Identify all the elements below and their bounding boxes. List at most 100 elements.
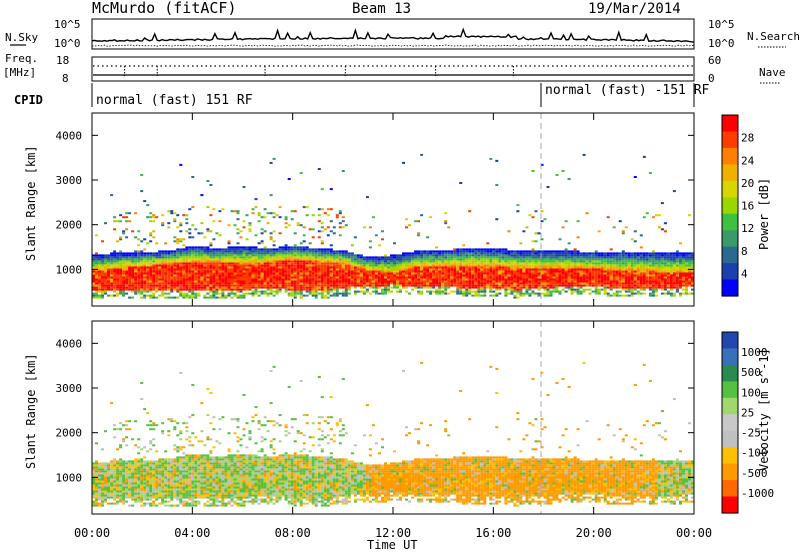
power-cell: [254, 198, 258, 201]
power-cell: [194, 256, 198, 259]
power-cell: [531, 286, 535, 289]
power-cell: [194, 272, 198, 275]
power-cell: [173, 236, 177, 239]
power-cell: [215, 296, 219, 299]
power-cell: [495, 278, 499, 281]
power-cell: [420, 292, 424, 295]
power-cell: [314, 276, 318, 279]
power-cell: [308, 258, 312, 261]
colorbar-swatch-3: [722, 147, 738, 165]
power-cell: [645, 278, 649, 281]
power-cell: [685, 270, 688, 273]
power-cell: [561, 272, 565, 275]
power-cell: [540, 210, 544, 213]
power-cell: [347, 278, 351, 281]
power-cell: [275, 272, 279, 275]
power-cell: [691, 282, 694, 285]
power-cell: [113, 258, 117, 261]
power-cell: [459, 258, 463, 261]
power-cell: [534, 292, 538, 295]
power-cell: [522, 266, 526, 269]
power-cell: [648, 260, 652, 263]
power-cell: [492, 280, 496, 283]
power-cell: [233, 264, 237, 267]
power-cell: [570, 258, 574, 261]
velocity-cell: [95, 478, 98, 481]
power-cell: [206, 262, 210, 265]
power-cell: [92, 276, 95, 279]
power-cell: [531, 260, 535, 263]
velocity-cell: [95, 468, 98, 471]
power-cell: [657, 286, 661, 289]
power-cell: [498, 286, 502, 289]
power-cell: [682, 278, 685, 281]
power-cell: [426, 272, 430, 275]
power-cell: [387, 278, 390, 281]
velocity-cell: [98, 486, 101, 489]
power-cell: [405, 226, 408, 229]
power-cell: [326, 248, 330, 251]
power-cell: [248, 276, 252, 279]
power-cell: [420, 276, 424, 279]
power-cell: [317, 168, 321, 170]
power-cell: [305, 246, 309, 249]
colorbar-tick-1: 28: [741, 132, 754, 145]
power-cell: [657, 214, 661, 217]
power-cell: [311, 264, 315, 267]
power-cell: [296, 276, 300, 279]
velocity-cell: [98, 490, 101, 493]
power-cell: [239, 280, 243, 283]
power-cell: [468, 266, 472, 269]
power-cell: [381, 270, 384, 273]
power-cell: [128, 256, 132, 259]
power-cell: [107, 286, 110, 289]
power-cell: [266, 256, 270, 259]
power-cell: [251, 272, 255, 275]
power-cell: [167, 260, 171, 263]
power-cell: [206, 254, 210, 257]
power-cell: [131, 280, 135, 283]
power-cell: [197, 282, 201, 285]
power-cell: [221, 294, 225, 297]
power-cell: [299, 260, 303, 263]
power-cell: [335, 274, 339, 277]
power-cell: [266, 276, 270, 279]
velocity-cell: [110, 476, 114, 479]
power-cell: [191, 260, 195, 263]
power-cell: [609, 288, 613, 291]
power-cell: [468, 276, 472, 279]
power-cell: [423, 286, 427, 289]
power-cell: [173, 268, 177, 271]
power-cell: [564, 280, 568, 283]
power-cell: [194, 254, 198, 257]
power-cell: [161, 266, 165, 269]
power-cell: [224, 296, 228, 299]
power-cell: [498, 262, 502, 265]
power-cell: [92, 272, 95, 275]
power-cell: [308, 292, 312, 295]
power-cell: [513, 266, 517, 269]
power-cell: [191, 224, 195, 227]
power-cell: [212, 274, 216, 277]
power-cell: [146, 288, 150, 291]
power-cell: [579, 256, 583, 259]
power-cell: [179, 278, 183, 281]
power-cell: [362, 264, 366, 267]
power-cell: [143, 252, 147, 255]
velocity-cell: [95, 500, 98, 503]
power-cell: [209, 272, 213, 275]
power-cell: [657, 278, 661, 281]
power-cell: [561, 264, 565, 267]
power-cell: [450, 268, 454, 271]
power-cell: [564, 250, 568, 253]
power-cell: [654, 256, 658, 259]
power-cell: [197, 264, 201, 267]
power-cell: [95, 280, 98, 283]
power-cell: [387, 262, 390, 265]
power-cell: [381, 262, 384, 265]
power-cell: [691, 284, 694, 287]
power-cell: [648, 264, 652, 267]
power-cell: [411, 274, 415, 277]
power-cell: [164, 276, 168, 279]
power-cell: [525, 226, 529, 229]
